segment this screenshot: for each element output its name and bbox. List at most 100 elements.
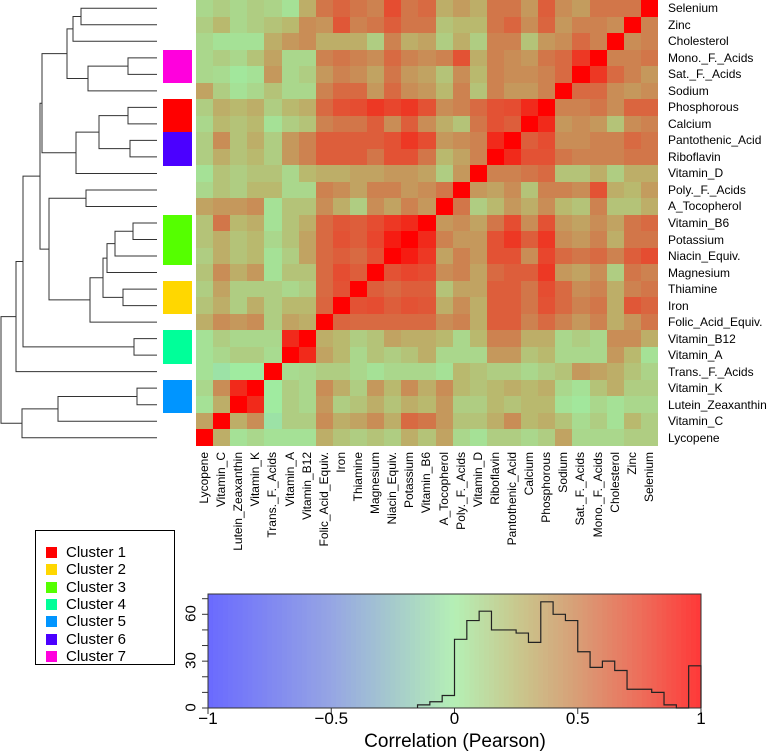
heatmap-cell xyxy=(486,363,505,381)
heatmap-cell xyxy=(401,280,419,298)
heatmap-cell xyxy=(606,297,625,315)
row-label: Mono._F._Acids xyxy=(668,50,754,65)
heatmap-cell xyxy=(452,363,471,381)
heatmap-cell xyxy=(213,66,231,84)
heatmap-cell xyxy=(247,330,265,348)
heatmap-cell xyxy=(435,264,454,282)
legend-swatch xyxy=(46,650,57,662)
heatmap-cell xyxy=(418,165,437,183)
color-key-strip xyxy=(518,594,524,708)
heatmap-cell xyxy=(213,0,231,18)
color-key-strip xyxy=(237,594,243,708)
color-key-strip xyxy=(415,594,421,708)
row-label: Riboflavin xyxy=(668,149,721,164)
color-key-strip xyxy=(666,594,672,708)
cluster-bar-segment xyxy=(163,115,192,133)
color-key-strip xyxy=(493,594,500,708)
heatmap-cell xyxy=(435,82,454,100)
color-key-strip xyxy=(306,594,312,708)
cluster-bar-segment xyxy=(163,280,192,298)
heatmap-cell xyxy=(247,346,265,364)
heatmap-cell xyxy=(589,181,608,199)
heatmap-cell xyxy=(315,396,334,414)
heatmap-cell xyxy=(401,198,419,216)
heatmap-cell xyxy=(452,33,471,51)
heatmap-cell xyxy=(230,247,248,265)
heatmap-cell xyxy=(538,198,556,216)
heatmap-cell xyxy=(281,297,300,315)
heatmap-cell xyxy=(298,99,317,117)
heatmap-cell xyxy=(504,379,522,397)
heatmap-cell xyxy=(572,49,591,67)
heatmap-cell xyxy=(555,0,573,18)
row-label: A_Tocopherol xyxy=(668,199,742,214)
heatmap-cell xyxy=(486,214,505,232)
color-key-strip xyxy=(424,594,431,708)
heatmap-cell xyxy=(469,33,488,51)
heatmap-cell xyxy=(350,330,368,348)
heatmap-cell xyxy=(538,99,556,117)
color-key-strip xyxy=(597,594,603,708)
heatmap-cell xyxy=(538,16,556,34)
heatmap-cell xyxy=(623,115,642,133)
heatmap-cell xyxy=(281,66,300,84)
heatmap-cell xyxy=(384,214,402,232)
heatmap-cell xyxy=(606,49,625,67)
heatmap-cell xyxy=(281,280,300,298)
heatmap-cell xyxy=(230,0,248,18)
heatmap-cell xyxy=(213,264,231,282)
heatmap-cell xyxy=(230,280,248,298)
color-key-strip xyxy=(567,594,574,708)
heatmap-cell xyxy=(247,379,265,397)
heatmap-cell xyxy=(384,132,402,150)
cluster-bar-segment xyxy=(163,297,192,315)
heatmap-cell xyxy=(555,363,573,381)
heatmap-cell xyxy=(623,16,642,34)
color-key-strip xyxy=(296,594,303,708)
color-key-strip xyxy=(681,594,687,708)
color-key-strip xyxy=(247,594,253,708)
heatmap-cell xyxy=(555,148,573,166)
heatmap-cell xyxy=(623,346,642,364)
heatmap-cell xyxy=(401,264,419,282)
heatmap-cell xyxy=(589,148,608,166)
heatmap-cell xyxy=(213,379,231,397)
heatmap-cell xyxy=(469,231,488,249)
heatmap-cell xyxy=(367,214,385,232)
heatmap-cell xyxy=(298,247,317,265)
heatmap-cell xyxy=(589,264,608,282)
x-tick-label: 0 xyxy=(449,709,460,728)
color-key-strip xyxy=(631,594,638,708)
heatmap-cell xyxy=(486,313,505,331)
color-key-strip xyxy=(262,594,268,708)
color-key-strip xyxy=(602,594,608,708)
heatmap-cell xyxy=(486,181,505,199)
heatmap-cell xyxy=(623,264,642,282)
heatmap-cell xyxy=(538,49,556,67)
heatmap-cell xyxy=(401,330,419,348)
heatmap-cell xyxy=(401,0,419,18)
heatmap-cell xyxy=(606,247,625,265)
heatmap-cell xyxy=(281,412,300,430)
heatmap-cell xyxy=(350,379,368,397)
heatmap-cell xyxy=(213,396,231,414)
heatmap-cell xyxy=(247,0,265,18)
heatmap-cell xyxy=(606,198,625,216)
heatmap-cell xyxy=(555,346,573,364)
heatmap-cell xyxy=(367,132,385,150)
heatmap-cell xyxy=(298,115,317,133)
heatmap-cell xyxy=(298,33,317,51)
heatmap-cell xyxy=(521,198,539,216)
heatmap-cell xyxy=(401,165,419,183)
heatmap-cell xyxy=(606,396,625,414)
heatmap-cell xyxy=(315,231,334,249)
heatmap-cell xyxy=(367,148,385,166)
heatmap-cell xyxy=(555,396,573,414)
row-label: Sat._F._Acids xyxy=(668,67,742,82)
heatmap-cell xyxy=(504,49,522,67)
heatmap-cell xyxy=(247,429,265,447)
heatmap-cell xyxy=(486,165,505,183)
heatmap-cell xyxy=(606,231,625,249)
heatmap-cell xyxy=(572,214,591,232)
heatmap-cell xyxy=(521,363,539,381)
